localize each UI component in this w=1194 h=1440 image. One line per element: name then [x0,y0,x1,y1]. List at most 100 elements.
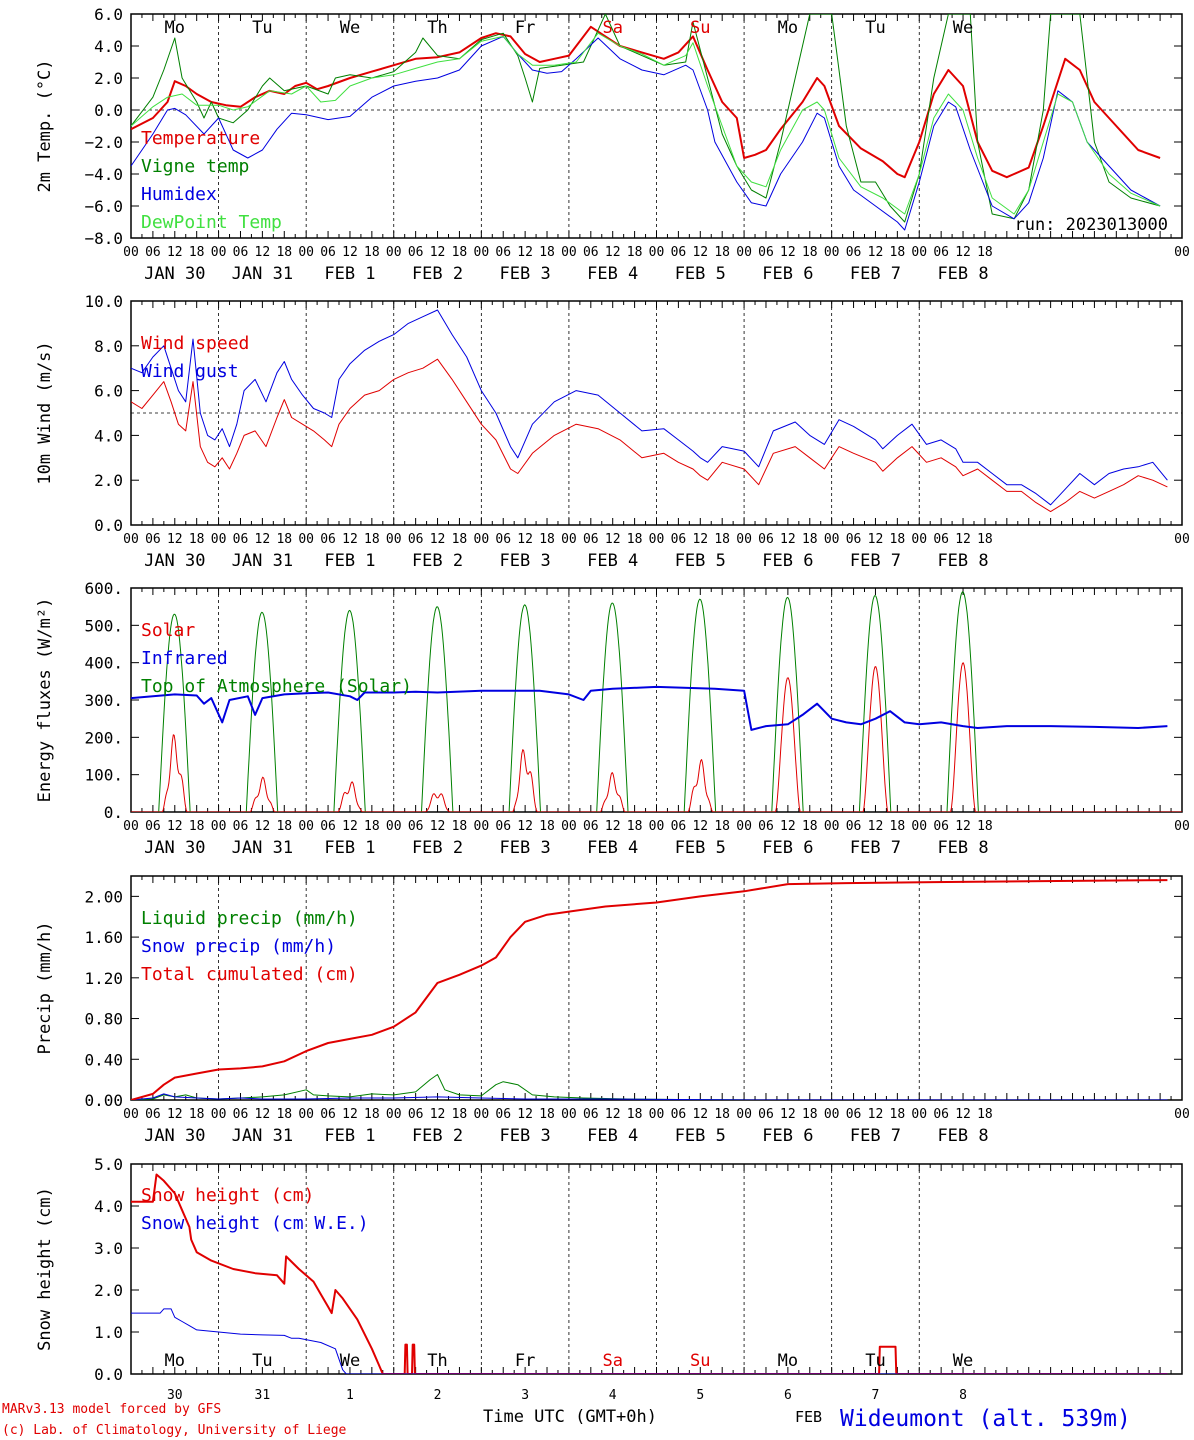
hour-tick-label: 06 [320,532,336,547]
hour-tick-label: 00 [561,532,577,547]
hour-tick-label: 12 [605,245,621,260]
hour-tick-label: 00 [386,819,402,834]
series-group [131,14,1161,231]
date-label: FEB 1 [324,551,375,571]
y-tick-label: 1.0 [94,1323,123,1342]
hour-tick-label: 06 [846,1107,862,1122]
series-solar [131,662,1182,812]
day-number-label: 7 [872,1388,880,1403]
y-tick-label: 2.00 [84,887,123,906]
date-label: FEB 6 [762,551,813,571]
hour-tick-label: 06 [408,1107,424,1122]
y-tick-label: 10.0 [84,292,123,311]
hour-tick-label: 18 [452,1107,468,1122]
hour-tick-label: 00 [824,532,840,547]
series-group [131,309,1168,513]
date-label: FEB 4 [587,1126,638,1146]
day-name-label: Mo [165,18,185,38]
hour-tick-label: 12 [430,1107,446,1122]
hour-tick-label: 06 [758,1107,774,1122]
hour-tick-label: 06 [408,819,424,834]
y-axis-label: Snow height (cm) [35,1187,55,1351]
legend-entry: Liquid precip (mm/h) [141,908,358,929]
y-tick-label: −6.0 [84,197,123,216]
hour-tick-label: 06 [495,819,511,834]
y-tick-label: 4.0 [94,1197,123,1216]
y-tick-label: −8.0 [84,229,123,248]
hour-tick-label: 18 [627,532,643,547]
hour-tick-label: 18 [189,245,205,260]
date-label: FEB 5 [675,551,726,571]
day-name-label: Tu [252,18,272,38]
hour-tick-label: 00 [561,245,577,260]
hour-tick-label: 00 [211,245,227,260]
y-tick-label: 4.0 [94,426,123,445]
day-name-label: Su [690,18,710,38]
hour-tick-label: 06 [495,532,511,547]
hour-tick-label: 00 [649,1107,665,1122]
hour-tick-label: 06 [846,245,862,260]
y-tick-label: −4.0 [84,165,123,184]
hour-tick-label: 18 [364,819,380,834]
hour-tick-label: 12 [955,819,971,834]
date-label: FEB 7 [850,1126,901,1146]
hour-tick-label: 06 [233,1107,249,1122]
hour-tick-label: 00 [736,532,752,547]
hour-tick-label: 00 [298,532,314,547]
day-number-label: 2 [434,1388,442,1403]
series-liquid-precip-mm-h- [131,1074,1168,1100]
hour-tick-label: 18 [539,245,555,260]
hour-tick-label: 12 [692,819,708,834]
date-label: FEB 6 [762,1126,813,1146]
series-snow-precip-mm-h- [131,1093,1168,1100]
series-temperature [131,25,1161,179]
y-tick-label: 0.00 [84,1091,123,1110]
run-label: run: 2023013000 [1014,215,1168,235]
hour-tick-label: 12 [780,819,796,834]
y-axis-label: Energy fluxes (W/m²) [35,598,55,803]
lab-credit: (c) Lab. of Climatology, University of L… [2,1423,347,1438]
hour-tick-label: 00 [736,1107,752,1122]
y-tick-label: −2.0 [84,133,123,152]
day-name-label: Mo [778,1351,798,1371]
date-label: JAN 31 [232,1126,293,1146]
hour-tick-label: 00 [474,532,490,547]
hour-tick-label: 12 [255,819,271,834]
y-tick-label: 0.40 [84,1050,123,1069]
hour-tick-label: 12 [342,819,358,834]
hour-tick-label: 00 [474,1107,490,1122]
date-label: FEB 8 [937,1126,988,1146]
date-label: FEB 3 [500,264,551,284]
day-name-label: Tu [252,1351,272,1371]
hour-tick-label: 00 [911,532,927,547]
hour-tick-label: 12 [255,1107,271,1122]
date-label: FEB 4 [587,838,638,858]
hour-tick-label: 12 [780,532,796,547]
y-tick-label: 3.0 [94,1239,123,1258]
y-tick-label: 500. [84,616,123,635]
hour-tick-label: 18 [539,819,555,834]
hour-tick-label: 06 [671,1107,687,1122]
hour-tick-label: 06 [145,819,161,834]
series-infrared [131,685,1168,731]
date-label: FEB 5 [675,838,726,858]
hour-tick-label: 06 [933,532,949,547]
hour-tick-label: 00 [561,819,577,834]
day-name-label: We [953,18,973,38]
hour-tick-label: 00 [1174,819,1190,834]
station-title: Wideumont (alt. 539m) [840,1406,1131,1432]
hour-tick-label: 00 [911,819,927,834]
y-tick-label: 400. [84,654,123,673]
hour-tick-label: 06 [583,819,599,834]
day-name-label: Sa [602,18,622,38]
day-name-label: Tu [865,18,885,38]
hour-tick-label: 06 [495,245,511,260]
legend-entry: Top of Atmosphere (Solar) [141,676,412,697]
hour-tick-label: 00 [911,1107,927,1122]
y-tick-label: 2.0 [94,69,123,88]
date-label: FEB 4 [587,264,638,284]
hour-tick-label: 06 [671,532,687,547]
hour-tick-label: 18 [452,532,468,547]
hour-tick-label: 00 [474,819,490,834]
hour-tick-label: 12 [868,532,884,547]
